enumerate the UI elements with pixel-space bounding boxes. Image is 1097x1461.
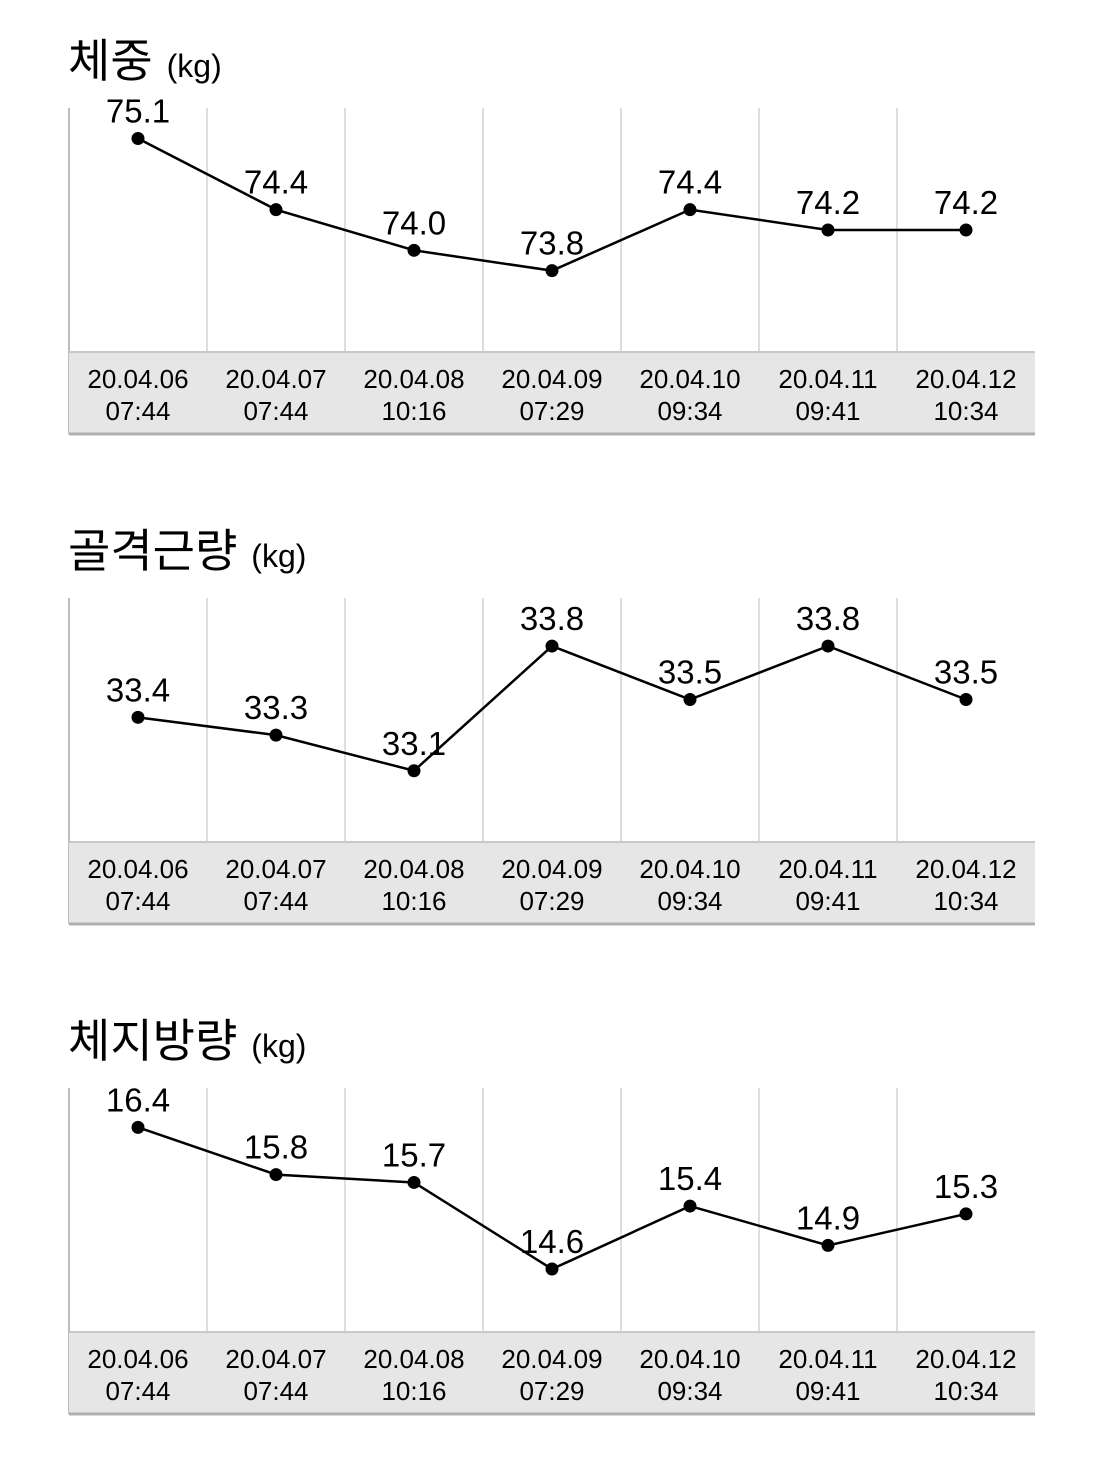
x-tick-label: 10:34 [933, 886, 998, 916]
data-label: 14.6 [520, 1223, 584, 1260]
data-label: 74.4 [658, 164, 722, 201]
x-tick-label: 10:34 [933, 396, 998, 426]
x-tick-label: 20.04.07 [225, 1344, 326, 1374]
x-tick-label: 07:44 [105, 886, 170, 916]
chart-title-text: 체중 [68, 34, 153, 88]
x-tick-label: 07:29 [519, 396, 584, 426]
x-tick-label: 20.04.10 [639, 854, 740, 884]
data-point [407, 243, 421, 257]
data-label: 75.1 [106, 93, 170, 130]
data-label: 74.2 [934, 184, 998, 221]
x-axis-band [69, 842, 1035, 924]
data-label: 15.8 [244, 1129, 308, 1166]
data-label: 15.4 [658, 1160, 722, 1197]
data-label: 33.5 [934, 654, 998, 691]
data-point [269, 1168, 283, 1182]
x-tick-label: 20.04.10 [639, 364, 740, 394]
x-tick-label: 10:16 [381, 886, 446, 916]
chart-title-text: 골격근량 [68, 524, 238, 578]
x-tick-label: 20.04.08 [363, 1344, 464, 1374]
data-point [821, 223, 835, 237]
x-tick-label: 20.04.09 [501, 1344, 602, 1374]
x-tick-label: 20.04.06 [87, 364, 188, 394]
x-tick-label: 20.04.10 [639, 1344, 740, 1374]
x-tick-label: 07:44 [105, 1376, 170, 1406]
x-tick-label: 09:34 [657, 396, 722, 426]
skeletal-muscle-line-chart: 20.04.0607:4420.04.0707:4420.04.0810:162… [68, 598, 1035, 926]
x-tick-label: 20.04.09 [501, 854, 602, 884]
data-point [683, 203, 697, 217]
x-tick-label: 20.04.09 [501, 364, 602, 394]
x-tick-label: 10:16 [381, 396, 446, 426]
data-point [821, 639, 835, 653]
data-point [269, 203, 283, 217]
data-label: 33.4 [106, 671, 170, 708]
data-point [131, 1120, 145, 1134]
data-label: 33.8 [520, 600, 584, 637]
x-tick-label: 07:29 [519, 886, 584, 916]
x-tick-label: 09:41 [795, 1376, 860, 1406]
x-tick-label: 20.04.12 [915, 1344, 1016, 1374]
x-tick-label: 20.04.06 [87, 1344, 188, 1374]
data-label: 15.3 [934, 1168, 998, 1205]
chart-title: 체중 (kg) [68, 38, 222, 84]
x-tick-label: 07:44 [243, 886, 308, 916]
data-point [269, 728, 283, 742]
x-tick-label: 20.04.11 [778, 854, 877, 884]
data-point [683, 693, 697, 707]
data-point [407, 1175, 421, 1189]
data-point [545, 264, 559, 278]
x-tick-label: 20.04.08 [363, 854, 464, 884]
x-tick-label: 09:41 [795, 396, 860, 426]
x-axis-band [69, 352, 1035, 434]
data-label: 15.7 [382, 1136, 446, 1173]
data-label: 74.0 [382, 204, 446, 241]
x-tick-label: 09:41 [795, 886, 860, 916]
x-tick-label: 10:34 [933, 1376, 998, 1406]
x-tick-label: 20.04.07 [225, 854, 326, 884]
data-label: 74.2 [796, 184, 860, 221]
data-point [131, 132, 145, 145]
data-point [407, 764, 421, 778]
body-fat-line-chart: 20.04.0607:4420.04.0707:4420.04.0810:162… [68, 1081, 1035, 1416]
x-axis-band [69, 1332, 1035, 1414]
data-label: 14.9 [796, 1199, 860, 1236]
x-tick-label: 07:44 [243, 396, 308, 426]
data-label: 33.8 [796, 600, 860, 637]
x-tick-label: 07:44 [243, 1376, 308, 1406]
data-point [545, 1262, 559, 1276]
x-tick-label: 20.04.06 [87, 854, 188, 884]
x-tick-label: 10:16 [381, 1376, 446, 1406]
data-point [959, 693, 973, 707]
data-point [683, 1199, 697, 1213]
x-tick-label: 20.04.11 [778, 364, 877, 394]
x-tick-label: 20.04.12 [915, 854, 1016, 884]
chart-unit: (kg) [166, 48, 222, 84]
x-tick-label: 20.04.11 [778, 1344, 877, 1374]
chart-title-text: 체지방량 [68, 1014, 238, 1068]
data-point [959, 223, 973, 237]
weight-line-chart: 20.04.0607:4420.04.0707:4420.04.0810:162… [68, 93, 1035, 436]
x-tick-label: 07:44 [105, 396, 170, 426]
data-label: 74.4 [244, 164, 308, 201]
chart-title: 골격근량 (kg) [68, 528, 306, 574]
data-label: 33.1 [382, 725, 446, 762]
data-point [821, 1238, 835, 1252]
chart-unit: (kg) [251, 538, 307, 574]
data-label: 16.4 [106, 1081, 170, 1118]
data-label: 73.8 [520, 225, 584, 262]
x-tick-label: 09:34 [657, 886, 722, 916]
chart-unit: (kg) [251, 1028, 307, 1064]
data-point [959, 1207, 973, 1221]
x-tick-label: 20.04.08 [363, 364, 464, 394]
x-tick-label: 07:29 [519, 1376, 584, 1406]
x-tick-label: 09:34 [657, 1376, 722, 1406]
chart-title: 체지방량 (kg) [68, 1018, 306, 1064]
data-point [131, 710, 145, 724]
data-point [545, 639, 559, 653]
data-label: 33.3 [244, 689, 308, 726]
x-tick-label: 20.04.12 [915, 364, 1016, 394]
x-tick-label: 20.04.07 [225, 364, 326, 394]
data-label: 33.5 [658, 654, 722, 691]
